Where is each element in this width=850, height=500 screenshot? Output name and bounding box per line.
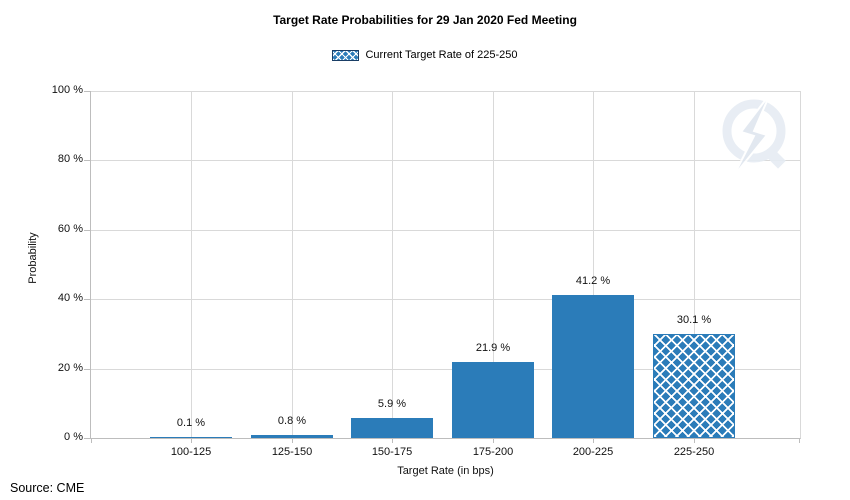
- chart-title: Target Rate Probabilities for 29 Jan 202…: [273, 13, 577, 27]
- x-gridline: [694, 91, 695, 438]
- y-tick-label: 80 %: [57, 153, 83, 165]
- x-tick-label: 225-250: [673, 446, 715, 458]
- bar-value-label: 0.8 %: [277, 415, 307, 427]
- x-tick-label: 100-125: [170, 446, 212, 458]
- legend-crosshatch-swatch-icon: [332, 49, 360, 61]
- legend-label: Current Target Rate of 225-250: [365, 49, 518, 61]
- bar-175-200: [452, 362, 534, 438]
- y-tick-label: 100 %: [51, 84, 83, 96]
- x-tick-label: 125-150: [271, 446, 313, 458]
- y-axis-tick: [84, 91, 90, 92]
- y-gridline: [91, 230, 800, 231]
- y-tick-label: 40 %: [57, 292, 83, 304]
- source-label: Source: CME: [10, 481, 85, 495]
- x-axis-tick: [493, 438, 494, 443]
- y-axis-tick: [84, 369, 90, 370]
- x-axis-end-tick: [799, 438, 800, 443]
- x-gridline: [392, 91, 393, 438]
- y-tick-label: 60 %: [57, 223, 83, 235]
- x-gridline: [593, 91, 594, 438]
- y-gridline: [91, 299, 800, 300]
- bar-125-150: [251, 435, 333, 438]
- x-gridline: [493, 91, 494, 438]
- x-axis-tick: [292, 438, 293, 443]
- x-axis-tick: [593, 438, 594, 443]
- x-axis-title: Target Rate (in bps): [397, 465, 494, 477]
- y-gridline: [91, 91, 800, 92]
- x-gridline: [292, 91, 293, 438]
- bar-value-label: 21.9 %: [475, 342, 511, 354]
- y-axis-tick: [84, 230, 90, 231]
- x-tick-label: 150-175: [371, 446, 413, 458]
- plot-area: Target Rate (in bps) 0 % 20 % 40 % 60 % 80 %…: [52, 84, 801, 477]
- y-gridline: [91, 369, 800, 370]
- x-gridline: [191, 91, 192, 438]
- y-axis-tick: [84, 160, 90, 161]
- y-tick-label: 0 %: [64, 431, 83, 443]
- y-tick-label: 20 %: [57, 362, 83, 374]
- bar-150-175: [351, 417, 433, 438]
- bar-225-250: [653, 333, 735, 438]
- bar-value-label: 41.2 %: [575, 275, 611, 287]
- x-axis-tick: [694, 438, 695, 443]
- x-tick-label: 175-200: [472, 446, 514, 458]
- bar-value-label: 5.9 %: [377, 398, 407, 410]
- x-axis-tick: [191, 438, 192, 443]
- x-axis-end-tick: [91, 438, 92, 443]
- x-axis-tick: [392, 438, 393, 443]
- bar-200-225: [552, 295, 634, 438]
- y-gridline: [91, 160, 800, 161]
- y-axis-tick: [84, 299, 90, 300]
- bar-value-label: 30.1 %: [676, 314, 712, 326]
- y-axis-tick: [84, 438, 90, 439]
- bar-100-125: [150, 436, 232, 438]
- bar-value-label: 0.1 %: [176, 417, 206, 429]
- legend: Current Target Rate of 225-250: [0, 49, 850, 61]
- x-tick-label: 200-225: [572, 446, 614, 458]
